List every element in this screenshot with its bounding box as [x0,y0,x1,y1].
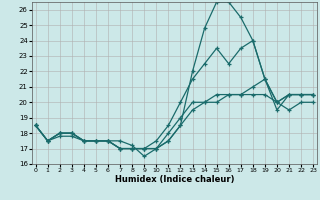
X-axis label: Humidex (Indice chaleur): Humidex (Indice chaleur) [115,175,234,184]
